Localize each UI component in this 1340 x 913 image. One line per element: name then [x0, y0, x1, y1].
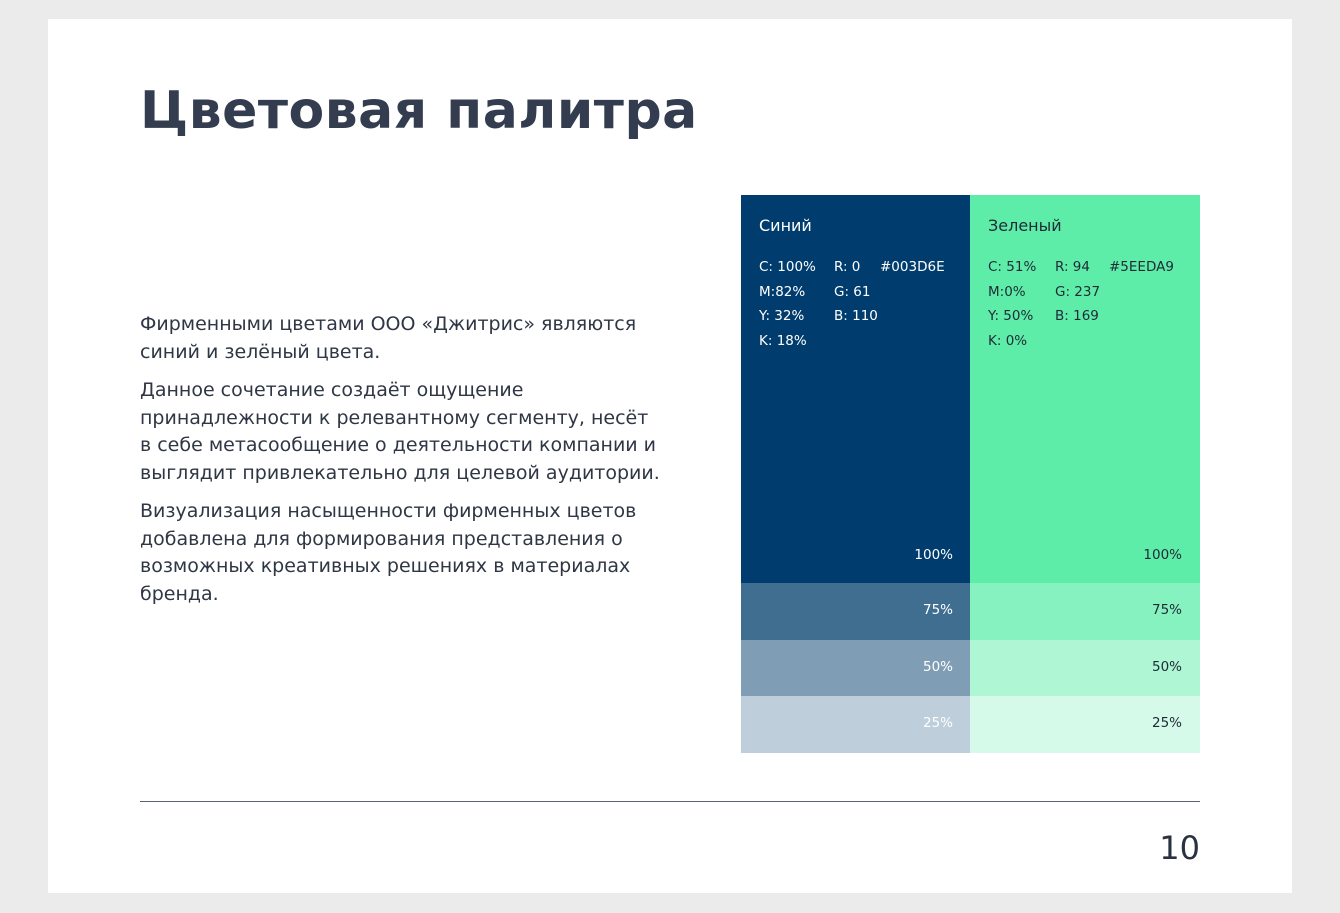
tint-label: 75%	[1151, 602, 1182, 618]
tint-label: 25%	[1151, 715, 1182, 731]
rgb-r: R: 94	[1055, 259, 1090, 275]
swatch-25: 25%	[741, 696, 971, 753]
swatch-50: 50%	[741, 639, 971, 696]
color-specs: C: 100% M:82% Y: 32% K: 18% R: 0 G: 61 B…	[759, 255, 953, 353]
color-name: Зеленый	[988, 216, 1062, 235]
cmyk-c: C: 100%	[759, 259, 816, 275]
palette-green: Зеленый C: 51% M:0% Y: 50% K: 0% R: 94 G…	[970, 195, 1200, 753]
paragraph: Данное сочетание создаёт ощущение принад…	[140, 379, 660, 484]
cmyk-values: C: 100% M:82% Y: 32% K: 18%	[759, 255, 834, 353]
hex-value: #5EEDA9	[1109, 259, 1174, 275]
swatch-50: 50%	[970, 639, 1200, 696]
hex-value: #003D6E	[880, 259, 945, 275]
cmyk-k: K: 18%	[759, 332, 807, 349]
page-number: 10	[1159, 829, 1200, 867]
rgb-b: B: 110	[834, 308, 878, 324]
cmyk-y: Y: 32%	[759, 308, 805, 324]
swatch-100: Зеленый C: 51% M:0% Y: 50% K: 0% R: 94 G…	[970, 195, 1200, 583]
cmyk-k: K: 0%	[988, 332, 1028, 349]
swatch-75: 75%	[970, 583, 1200, 640]
rgb-b: B: 169	[1055, 308, 1099, 324]
cmyk-c: C: 51%	[988, 259, 1037, 275]
tint-label: 100%	[914, 547, 953, 563]
cmyk-m: M:0%	[988, 283, 1026, 300]
tint-label: 50%	[922, 658, 953, 675]
rgb-g: G: 237	[1055, 283, 1101, 300]
cmyk-y: Y: 50%	[988, 308, 1034, 324]
rgb-values: R: 94 G: 237 B: 169	[1055, 255, 1109, 353]
footer-divider	[140, 801, 1200, 802]
color-specs: C: 51% M:0% Y: 50% K: 0% R: 94 G: 237 B:…	[988, 255, 1182, 353]
paragraph: Визуализация насыщенности фирменных цвет…	[140, 500, 637, 605]
slide: Цветовая палитра Фирменными цветами ООО …	[48, 19, 1292, 893]
page-title: Цветовая палитра	[140, 81, 698, 141]
rgb-r: R: 0	[834, 259, 861, 275]
color-name: Синий	[759, 216, 812, 235]
tint-label: 100%	[1143, 547, 1182, 563]
rgb-values: R: 0 G: 61 B: 110	[834, 255, 880, 353]
swatch-75: 75%	[741, 583, 971, 640]
tint-label: 50%	[1151, 658, 1182, 675]
tint-label: 75%	[922, 602, 953, 618]
tint-label: 25%	[922, 715, 953, 731]
description: Фирменными цветами ООО «Джитрис» являютс…	[140, 311, 660, 619]
cmyk-m: M:82%	[759, 283, 806, 300]
paragraph: Фирменными цветами ООО «Джитрис» являютс…	[140, 313, 637, 363]
rgb-g: G: 61	[834, 283, 871, 300]
swatch-25: 25%	[970, 696, 1200, 753]
swatch-100: Синий C: 100% M:82% Y: 32% K: 18% R: 0 G…	[741, 195, 971, 583]
cmyk-values: C: 51% M:0% Y: 50% K: 0%	[988, 255, 1055, 353]
palette-blue: Синий C: 100% M:82% Y: 32% K: 18% R: 0 G…	[741, 195, 971, 753]
